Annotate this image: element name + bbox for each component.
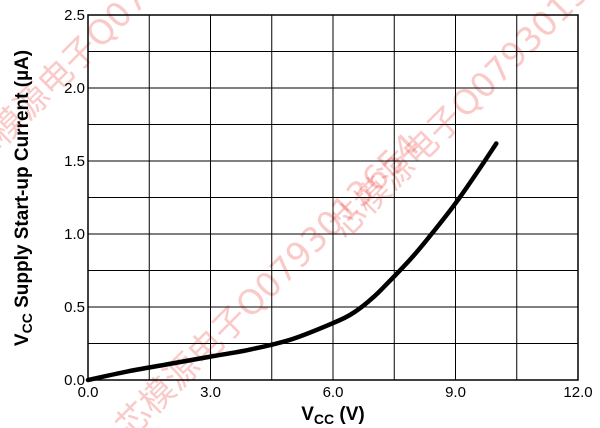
y-tick-label: 0.5 [64, 299, 85, 316]
y-axis-label: VCC Supply Start-up Current (µA) [12, 50, 35, 346]
x-tick-label: 6.0 [323, 384, 344, 401]
y-tick-labels: 0.0 0.5 1.0 1.5 2.0 2.5 [64, 7, 85, 389]
x-tick-labels: 0.0 3.0 6.0 9.0 12.0 [78, 384, 593, 401]
x-tick-label: 0.0 [78, 384, 99, 401]
y-tick-label: 2.0 [64, 80, 85, 97]
x-axis-label: VCC (V) [301, 404, 365, 427]
plot-frame [87, 14, 579, 381]
x-tick-label: 12.0 [563, 384, 592, 401]
y-tick-label: 2.5 [64, 7, 85, 24]
x-tick-label: 3.0 [200, 384, 221, 401]
watermark-3: 芯模源电子Q0793013654 [108, 126, 428, 428]
y-tick-label: 1.5 [64, 153, 85, 170]
series-line [85, 141, 499, 383]
y-tick-label: 1.0 [64, 226, 85, 243]
grid [87, 14, 579, 381]
x-tick-label: 9.0 [445, 384, 466, 401]
y-tick-label: 0.0 [64, 372, 85, 389]
